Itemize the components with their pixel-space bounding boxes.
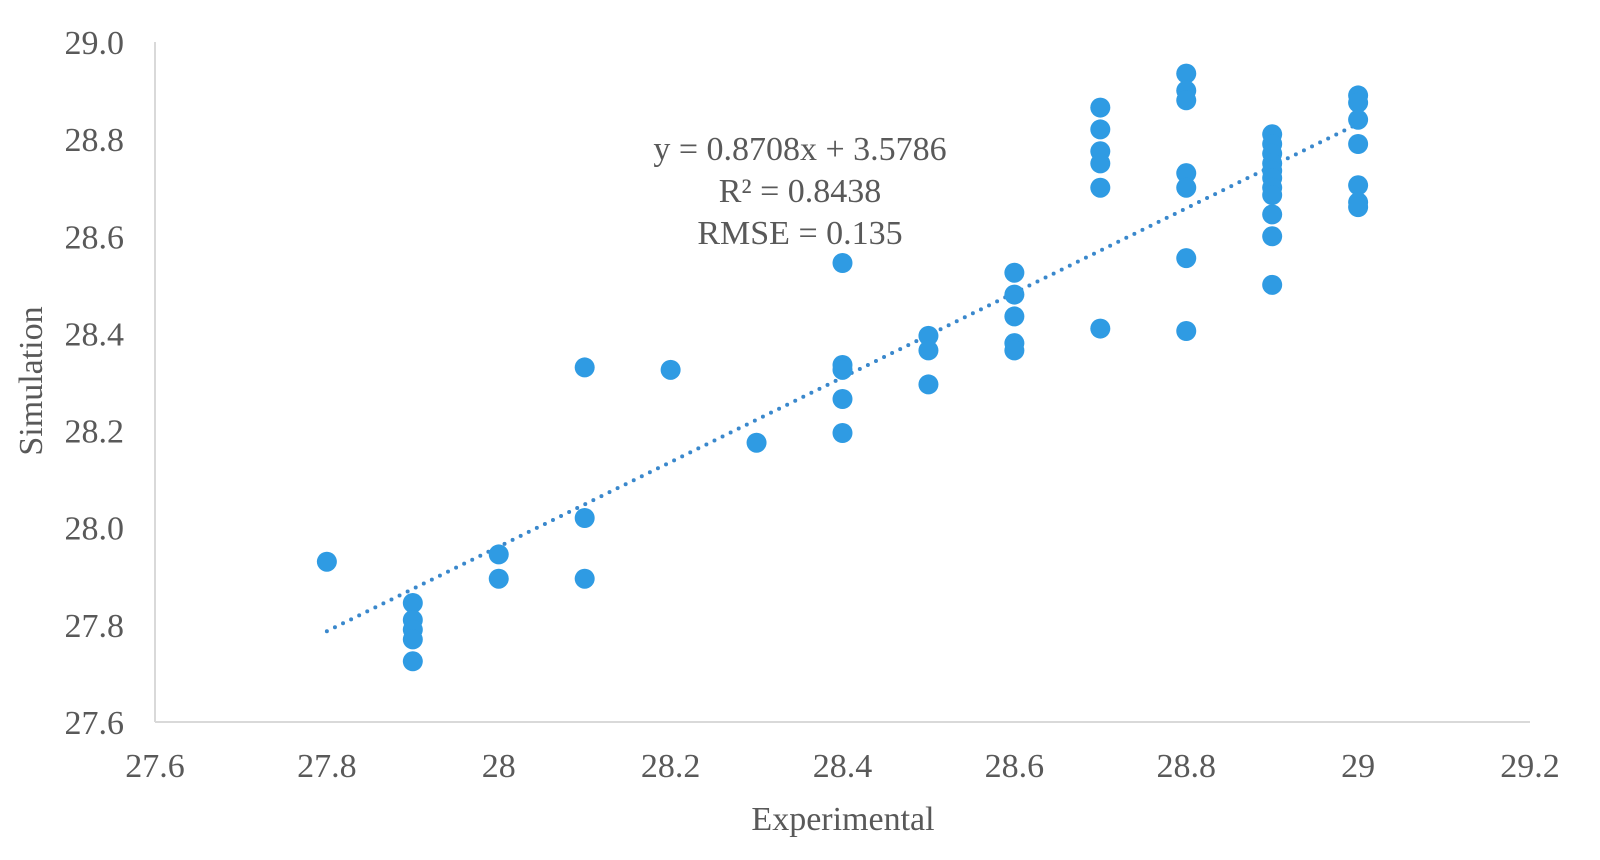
data-point [832,253,853,273]
tick-labels: 27.6 27.8 28 28.2 28.4 28.6 28.8 29 29.2 27.6 27.8… [65,25,1560,785]
data-point [1090,97,1111,118]
data-point [402,629,423,650]
x-tick-label: 28.2 [641,748,701,785]
data-point [1262,204,1283,225]
x-tick-label: 27.8 [297,748,357,785]
data-point [1004,306,1025,327]
data-point [1348,175,1369,196]
data-point [402,593,423,613]
data-point [1004,284,1025,305]
data-point [918,340,939,361]
x-tick-label: 27.6 [125,748,185,785]
data-point [1348,134,1369,154]
y-tick-label: 28.2 [65,414,125,451]
data-point [746,432,767,453]
data-point [488,568,509,589]
y-tick-label: 28.0 [65,511,125,548]
x-tick-label: 29 [1341,748,1375,785]
y-tick-label: 28.6 [65,219,125,256]
data-point [1004,262,1025,283]
data-point [1090,177,1111,198]
data-point [1176,163,1197,184]
x-axis-title: Experimental [751,801,934,838]
data-point [1090,153,1111,174]
x-tick-label: 28.6 [985,748,1045,785]
data-point [1348,109,1369,130]
data-point [832,359,853,380]
y-axis-title: Simulation [13,306,50,455]
data-point [1262,185,1283,205]
x-tick-label: 28.4 [813,748,873,785]
data-point [832,389,853,409]
data-point [488,544,509,565]
data-point [918,325,939,346]
data-point [574,357,595,378]
y-tick-label: 27.6 [65,705,125,742]
data-point [316,551,337,572]
data-points [316,63,1369,672]
data-point [1004,340,1025,361]
data-point [660,359,681,380]
annotation-equation: y = 0.8708x + 3.5786 [653,131,946,168]
regression-annotation: y = 0.8708x + 3.5786 R² = 0.8438 RMSE = … [653,131,946,252]
data-point [574,508,595,528]
x-tick-label: 28.8 [1157,748,1217,785]
data-point [1348,197,1369,218]
data-point [1176,321,1197,341]
data-point [1090,318,1111,339]
y-tick-label: 28.4 [65,316,125,353]
data-point [1176,248,1197,269]
data-point [402,651,423,672]
data-point [1262,226,1283,247]
y-tick-label: 29.0 [65,25,125,62]
data-point [1348,92,1369,113]
y-tick-label: 27.8 [65,608,125,645]
data-point [1176,177,1197,198]
x-tick-label: 28 [482,748,516,785]
data-point [1262,274,1283,295]
data-point [832,423,853,443]
data-point [918,374,939,395]
x-tick-label: 29.2 [1500,748,1560,785]
data-point [1176,90,1197,111]
axes [154,42,1530,723]
data-point [1090,119,1111,140]
annotation-rmse: RMSE = 0.135 [697,215,902,252]
data-point [1176,63,1197,84]
y-tick-label: 28.8 [65,122,125,159]
annotation-r-squared: R² = 0.8438 [719,173,882,210]
data-point [574,568,595,589]
